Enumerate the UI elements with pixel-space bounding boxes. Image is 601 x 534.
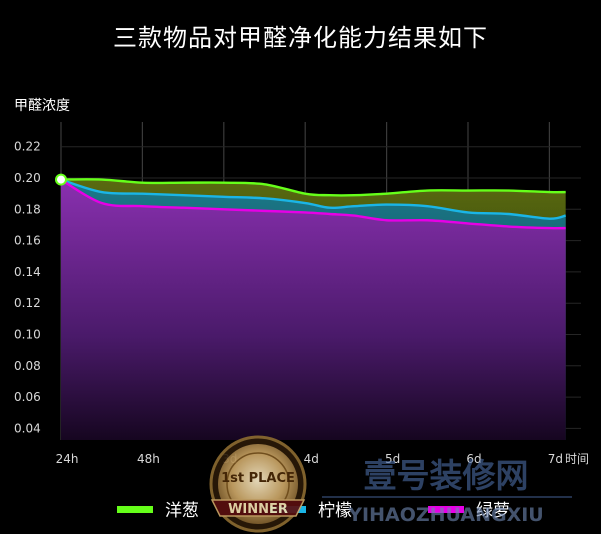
y-tick-label: 0.04 — [14, 421, 41, 435]
y-tick-label: 0.18 — [14, 202, 41, 216]
series-lines — [60, 178, 566, 230]
legend: 洋葱 柠檬 绿萝 — [117, 501, 510, 521]
legend-label: 绿萝 — [476, 501, 510, 521]
award-badge-watermark: 1st PLACE WINNER — [209, 435, 307, 533]
x-tick-label: 7d — [548, 452, 563, 466]
chart-title: 三款物品对甲醛净化能力结果如下 — [113, 24, 488, 52]
legend-label: 洋葱 — [165, 501, 199, 521]
y-tick-labels: 0.22 0.20 0.18 0.16 0.14 0.12 0.10 0.08 0.06 0.04 — [14, 140, 41, 436]
y-tick-label: 0.06 — [14, 390, 41, 404]
y-tick-label: 0.14 — [14, 265, 41, 279]
y-tick-label: 0.10 — [14, 328, 41, 342]
y-tick-label: 0.12 — [14, 296, 41, 310]
y-tick-label: 0.08 — [14, 359, 41, 373]
site-watermark: 壹号装修网 YIHAOZHUANGXIU — [322, 456, 572, 526]
area-series-3 — [61, 179, 566, 440]
legend-label: 柠檬 — [318, 501, 352, 521]
y-axis-label: 甲醛浓度 — [14, 98, 70, 114]
legend-item-3: 绿萝 — [428, 501, 510, 521]
badge-place-text: 1st PLACE — [221, 471, 295, 486]
x-tick-label: 4d — [304, 452, 319, 466]
legend-swatch — [117, 506, 153, 513]
x-axis-label: 时间 — [565, 452, 589, 466]
line-series-3 — [60, 178, 566, 230]
start-point-marker — [55, 173, 67, 186]
legend-swatch — [428, 506, 464, 513]
line-series-2 — [60, 178, 566, 220]
series-areas — [61, 179, 566, 441]
x-tick-label: 24h — [56, 452, 79, 466]
y-tick-label: 0.20 — [14, 171, 41, 185]
x-tick-label: 48h — [137, 452, 160, 466]
y-tick-label: 0.16 — [14, 234, 41, 248]
watermark-subtext: YIHAOZHUANGXIU — [347, 504, 543, 526]
y-tick-label: 0.22 — [14, 140, 41, 154]
start-markers — [55, 173, 67, 186]
x-tick-label: 5d — [385, 452, 400, 466]
watermark-text: 壹号装修网 — [364, 456, 529, 495]
badge-winner-text: WINNER — [228, 502, 288, 517]
x-tick-label: 6d — [466, 452, 481, 466]
line-series-1 — [60, 178, 566, 197]
legend-item-1: 洋葱 — [117, 501, 199, 521]
